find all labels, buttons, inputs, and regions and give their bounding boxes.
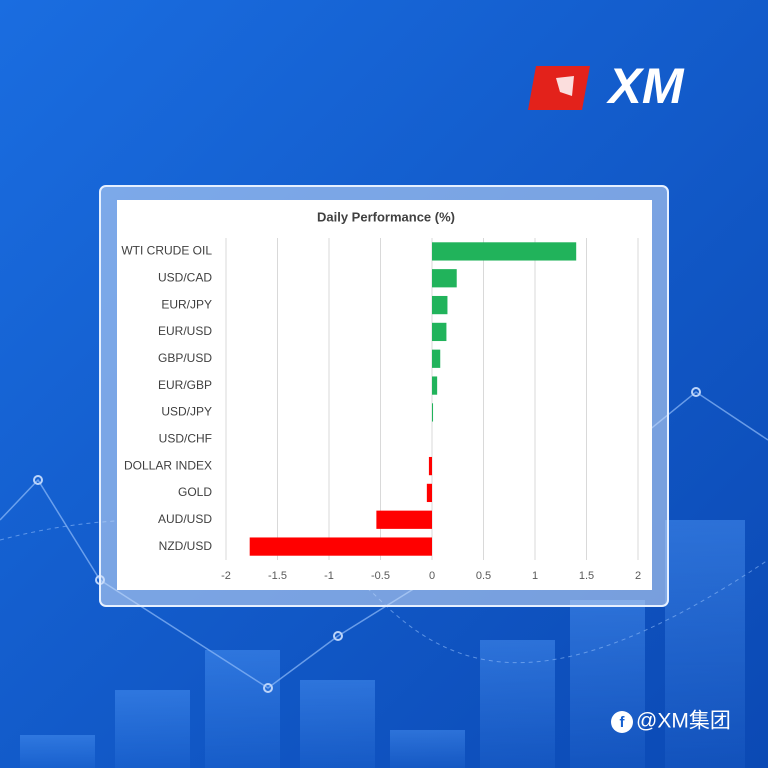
- bar: [376, 510, 432, 529]
- bar: [432, 349, 441, 368]
- y-tick-label: GOLD: [178, 485, 212, 499]
- y-tick-label: WTI CRUDE OIL: [121, 244, 212, 258]
- logo: XM: [528, 58, 685, 114]
- watermark: f @XM集团: [611, 710, 731, 733]
- bar: [432, 242, 577, 261]
- svg-text:f: f: [620, 714, 626, 731]
- y-tick-label: USD/JPY: [161, 405, 212, 419]
- chart-title: Daily Performance (%): [317, 209, 455, 224]
- decoration: [0, 387, 768, 768]
- y-tick-label: EUR/USD: [158, 324, 212, 338]
- bar: [432, 376, 438, 395]
- bar: [249, 537, 432, 556]
- bar: [432, 269, 457, 288]
- bar: [432, 295, 448, 315]
- x-tick-label: 0: [429, 570, 435, 582]
- y-tick-label: USD/CAD: [158, 270, 212, 284]
- bar: [432, 322, 447, 342]
- bar: [432, 403, 434, 422]
- x-tick-label: 2: [635, 570, 641, 582]
- x-tick-label: 1.5: [579, 570, 594, 582]
- y-tick-label: EUR/JPY: [161, 297, 212, 311]
- y-tick-label: NZD/USD: [159, 539, 213, 553]
- x-tick-label: 0.5: [476, 570, 491, 582]
- y-tick-label: DOLLAR INDEX: [124, 458, 212, 472]
- x-tick-label: -1: [324, 570, 334, 582]
- y-tick-label: EUR/GBP: [158, 378, 212, 392]
- plot: -2 -1.5 -1 -0.5 0 0.5 1 1.5 2 WTI CRUDE OIL USD/CA…: [121, 238, 641, 582]
- logo-text: XM: [606, 58, 685, 114]
- x-tick-label: -0.5: [371, 570, 390, 582]
- x-tick-label: -1.5: [268, 570, 287, 582]
- y-tick-label: USD/CHF: [159, 431, 212, 445]
- watermark-text: @XM集团: [636, 710, 731, 733]
- bar: [426, 483, 432, 503]
- y-tick-label: GBP/USD: [158, 351, 212, 365]
- x-tick-label: 1: [532, 570, 538, 582]
- x-tick-label: -2: [221, 570, 231, 582]
- y-tick-label: AUD/USD: [158, 512, 212, 526]
- bar: [428, 456, 432, 476]
